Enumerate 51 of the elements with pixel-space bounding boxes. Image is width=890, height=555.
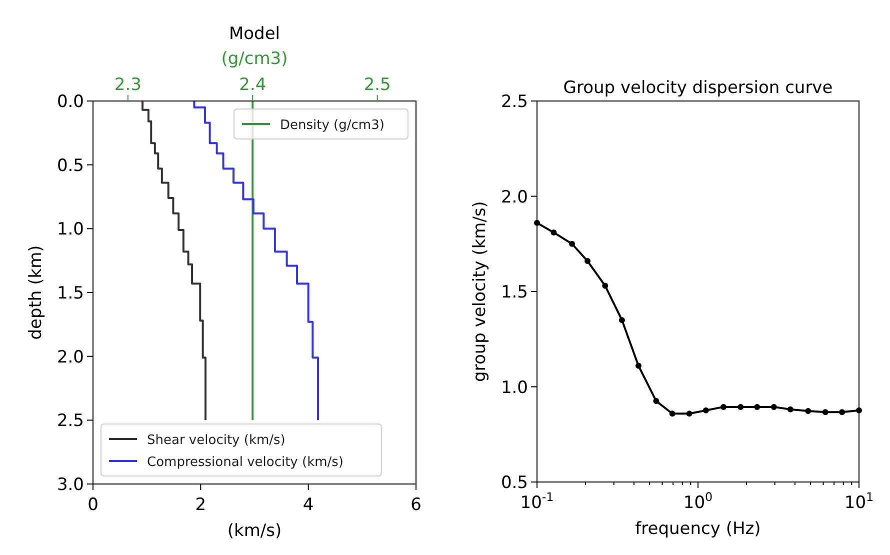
point — [787, 406, 794, 412]
point — [738, 404, 744, 410]
point — [702, 407, 709, 414]
y-tick-label: 2.0 — [500, 187, 528, 208]
x-axis-title: (km/s) — [227, 521, 282, 541]
y-tick-label: 2.0 — [56, 347, 84, 368]
x-tick-label: 10$^{0}$ — [683, 490, 713, 513]
y-tick-label: 2.5 — [500, 92, 528, 112]
point — [754, 404, 760, 410]
y-axis-title: depth (km) — [26, 245, 46, 340]
x2-axis-title: (g/cm3) — [221, 49, 288, 69]
point — [618, 317, 625, 324]
x2-tick-label: 2.3 — [114, 75, 142, 95]
point — [602, 282, 608, 289]
y-tick-label: 0.5 — [500, 473, 528, 493]
x2-tick-label: 2.5 — [364, 75, 391, 95]
legend-label: Compressional velocity (km/s) — [147, 455, 344, 470]
x-tick-label: 10$^{1}$ — [844, 490, 874, 513]
point — [636, 362, 642, 369]
y-tick-label: 2.5 — [56, 411, 84, 432]
x2-tick-label: 2.4 — [239, 75, 266, 95]
y-tick-label: 0.5 — [56, 156, 84, 176]
point — [653, 398, 660, 404]
point — [569, 240, 576, 247]
line-series — [142, 100, 207, 422]
x-tick-label: 4 — [302, 495, 314, 515]
y-tick-label: 1.5 — [56, 284, 84, 304]
x-tick-label: 0 — [88, 495, 98, 515]
point — [686, 410, 692, 417]
y-tick-label: 1.5 — [500, 282, 528, 302]
point — [839, 409, 846, 416]
point — [720, 404, 726, 410]
point — [770, 404, 777, 410]
y-tick-label: 1.0 — [500, 378, 528, 398]
x-tick-label: 2 — [195, 495, 206, 515]
x-tick-label: 6 — [410, 495, 422, 515]
chart-title: Group velocity dispersion curve — [563, 78, 833, 98]
legend-label: Density (g/cm3) — [280, 118, 384, 133]
point — [584, 258, 591, 264]
chart-title: Model — [228, 24, 280, 44]
x-axis-title: frequency (Hz) — [635, 519, 761, 539]
point — [822, 409, 828, 416]
point — [669, 410, 676, 417]
point — [550, 229, 557, 236]
x-tick-label: 10$^{-1}$ — [520, 490, 554, 513]
y-tick-label: 3.0 — [56, 475, 84, 495]
y-tick-label: 1.0 — [56, 220, 84, 240]
y-tick-label: 0.0 — [56, 92, 84, 112]
point — [805, 408, 812, 414]
legend-label: Shear velocity (km/s) — [147, 433, 286, 448]
y-axis-title: group velocity (km/s) — [470, 201, 490, 382]
